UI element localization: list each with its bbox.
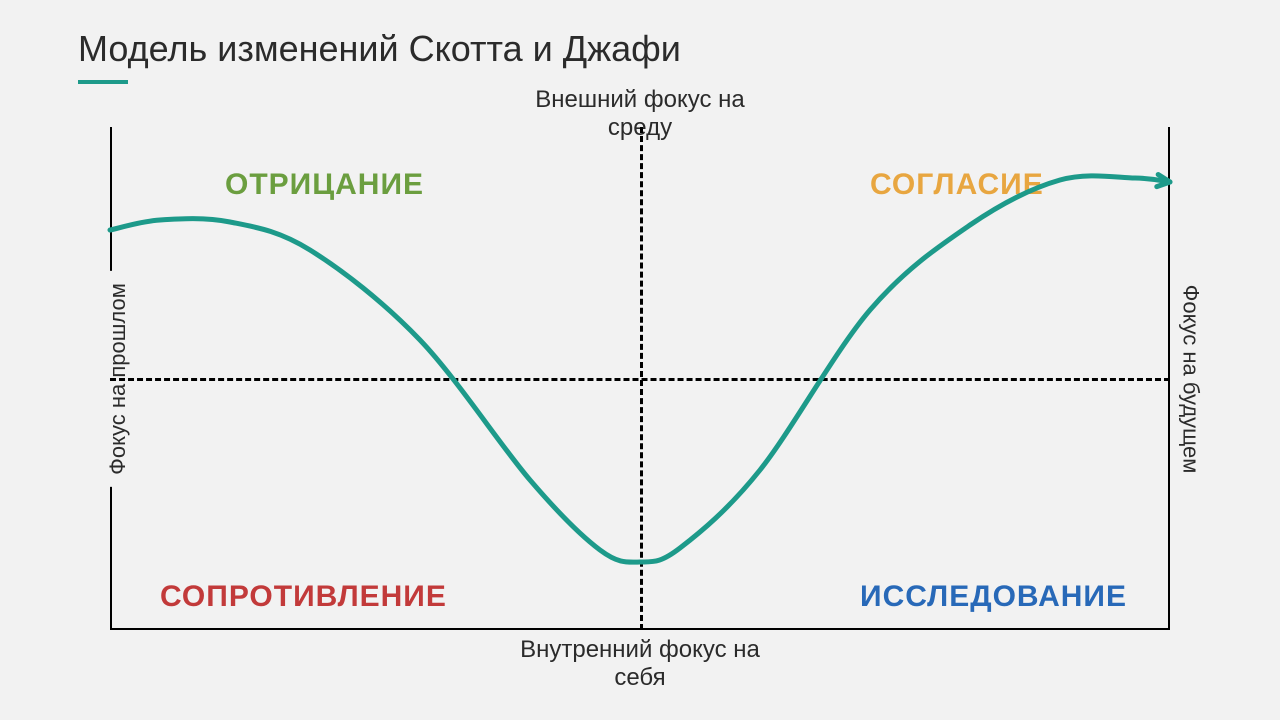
change-curve xyxy=(0,0,1280,720)
